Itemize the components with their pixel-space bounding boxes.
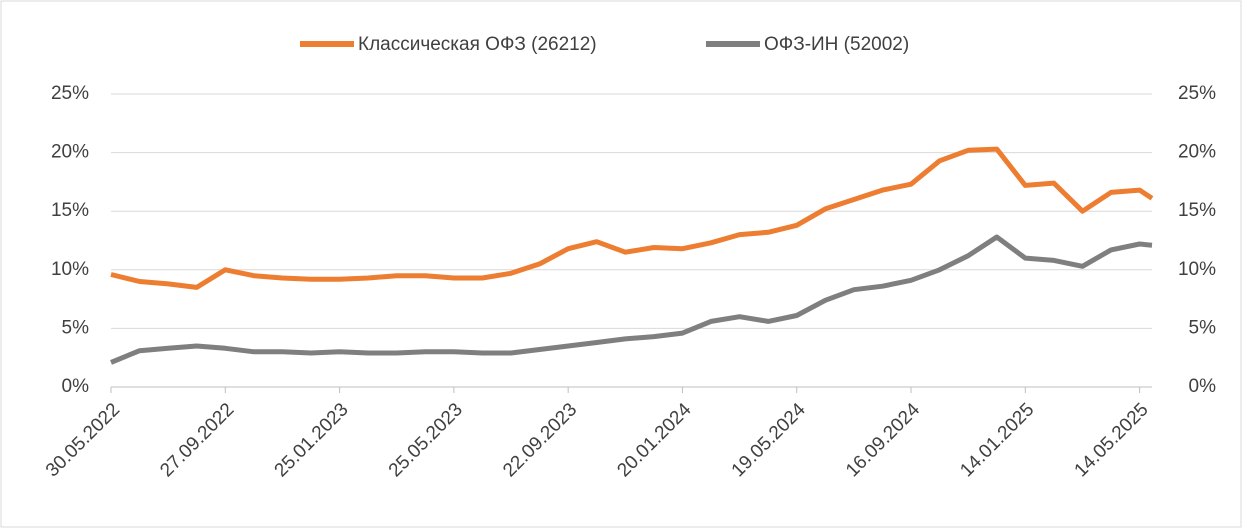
y2-tick-label: 5%	[1189, 317, 1217, 338]
y-tick-label: 25%	[51, 83, 89, 104]
y-tick-label: 0%	[62, 376, 90, 397]
legend-label: ОФЗ-ИН (52002)	[764, 34, 909, 55]
y-tick-label: 20%	[51, 142, 89, 163]
y2-tick-label: 25%	[1178, 83, 1216, 104]
y2-tick-label: 15%	[1178, 200, 1216, 221]
series-line	[110, 146, 1154, 290]
y2-tick-label: 20%	[1178, 142, 1216, 163]
y-tick-label: 10%	[51, 259, 89, 280]
y-tick-label: 5%	[62, 317, 90, 338]
y2-tick-label: 10%	[1178, 259, 1216, 280]
y-tick-label: 15%	[51, 200, 89, 221]
series-line	[110, 234, 1153, 365]
legend-label: Классическая ОФЗ (26212)	[358, 34, 597, 55]
y2-tick-label: 0%	[1189, 376, 1217, 397]
